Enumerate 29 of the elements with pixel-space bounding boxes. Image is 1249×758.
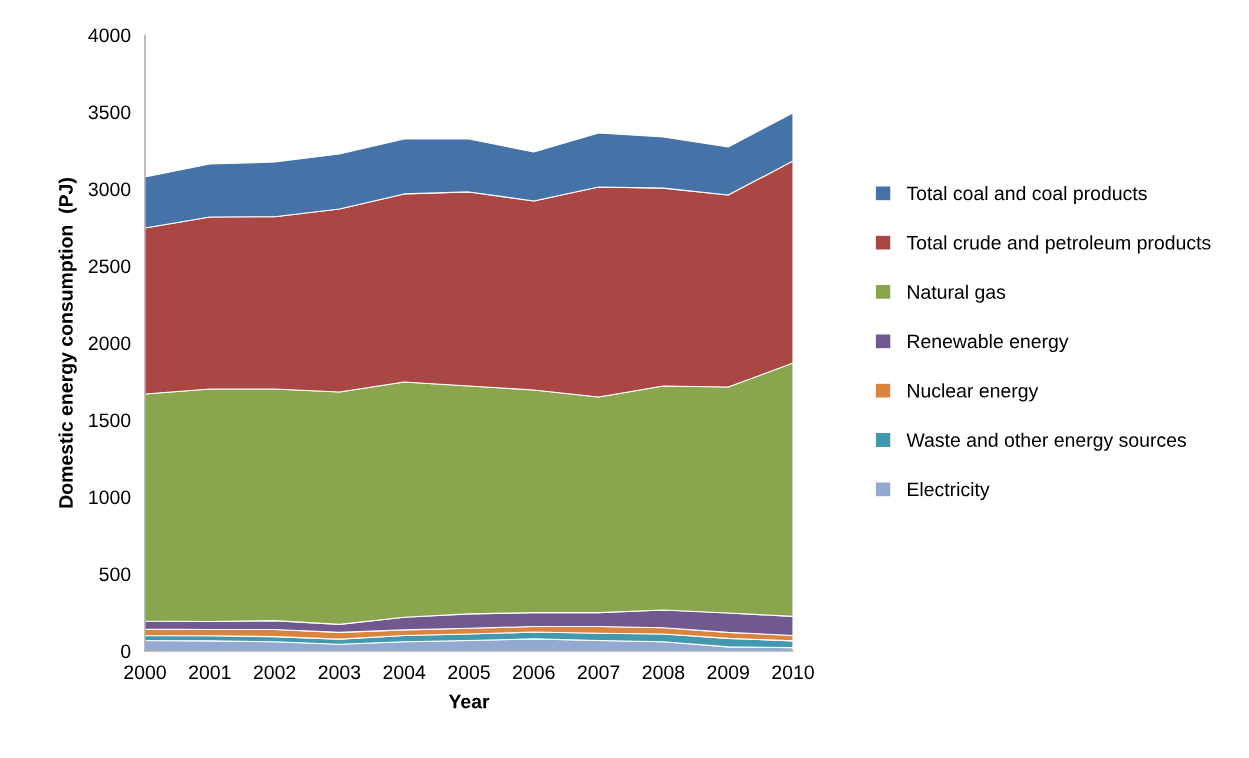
x-tick-label: 2003	[318, 665, 361, 680]
legend-label: Waste and other energy sources	[906, 432, 1186, 451]
y-tick-label: 3000	[88, 182, 131, 197]
y-tick-label: 3500	[88, 105, 131, 120]
y-tick-label: 2500	[88, 259, 131, 274]
x-tick-label: 2004	[383, 665, 426, 680]
y-axis-title: Domestic energy consumption (PJ)	[58, 178, 77, 508]
x-tick-label: 2005	[448, 665, 490, 680]
y-tick-label: 4000	[88, 28, 131, 43]
legend-label: Renewable energy	[908, 333, 1069, 353]
y-tick-label: 2000	[88, 336, 131, 351]
legend-label: Electricity	[908, 482, 990, 501]
y-tick-label: 0	[121, 644, 131, 659]
x-tick-label: 2008	[642, 665, 685, 680]
x-tick-label: 2007	[577, 665, 620, 680]
legend-label: Nuclear energy	[908, 383, 1039, 402]
y-tick-label: 1500	[89, 413, 131, 428]
legend-label: Total coal and coal products	[906, 185, 1147, 205]
x-tick-label: 2010	[772, 665, 814, 680]
y-tick-label: 1000	[89, 490, 131, 505]
x-tick-label: 2009	[707, 665, 749, 680]
x-tick-label: 2001	[189, 665, 231, 680]
x-tick-label: 2002	[253, 665, 296, 680]
x-axis-title: Year	[448, 694, 490, 709]
y-tick-label: 500	[99, 567, 131, 582]
legend-label: Total crude and petroleum products	[906, 235, 1211, 254]
x-tick-label: 2006	[513, 665, 555, 680]
x-tick-label: 2000	[124, 665, 166, 680]
legend-label: Natural gas	[908, 284, 1006, 303]
